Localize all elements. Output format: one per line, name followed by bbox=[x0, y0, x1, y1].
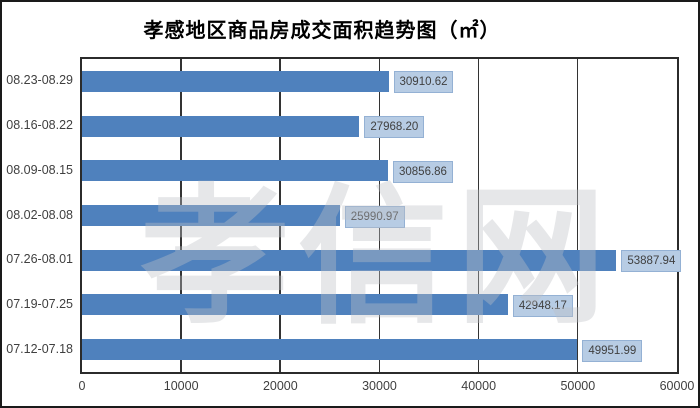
y-category-label: 08.23-08.29 bbox=[6, 73, 73, 88]
y-category-label: 08.16-08.22 bbox=[6, 118, 73, 133]
y-axis-category-labels: 08.23-08.29 08.16-08.22 08.09-08.15 08.02-0… bbox=[2, 57, 73, 374]
x-tick-label: 10000 bbox=[163, 379, 199, 393]
bar-value-label: 27968.20 bbox=[364, 116, 425, 139]
bar-value-label: 30910.62 bbox=[393, 71, 454, 94]
bar-value-label: 49951.99 bbox=[582, 339, 643, 362]
gridline bbox=[576, 59, 579, 372]
y-category-label: 07.19-07.25 bbox=[6, 296, 73, 311]
y-category-label: 07.12-07.18 bbox=[6, 341, 73, 356]
x-tick-label: 50000 bbox=[560, 379, 596, 393]
y-category-label: 08.09-08.15 bbox=[6, 162, 73, 177]
bar bbox=[82, 294, 508, 316]
bar bbox=[82, 339, 578, 361]
plot-area: 30910.62 27968.20 30856.86 25990.97 53887.94… bbox=[80, 57, 682, 374]
bar-value-label: 42948.17 bbox=[512, 294, 573, 317]
x-tick-label: 20000 bbox=[262, 379, 298, 393]
x-tick-label: 30000 bbox=[362, 379, 397, 393]
chart-title: 孝感地区商品房成交面积趋势图（㎡） bbox=[143, 20, 501, 42]
x-tick-label: 60000 bbox=[659, 379, 695, 393]
bar bbox=[82, 115, 360, 137]
bar bbox=[82, 205, 340, 226]
bar-value-label: 30856.86 bbox=[392, 160, 453, 183]
bar-value-label: 25990.97 bbox=[344, 205, 405, 228]
y-category-label: 08.02-08.08 bbox=[6, 207, 73, 222]
bar bbox=[82, 249, 617, 271]
bar-value-label: 53887.94 bbox=[621, 250, 682, 273]
gridline bbox=[477, 59, 480, 372]
bar bbox=[82, 70, 389, 92]
x-tick-label: 0 bbox=[78, 379, 86, 393]
x-axis-tick-labels: 0 10000 20000 30000 40000 50000 60000 bbox=[2, 379, 698, 399]
y-category-label: 07.26-08.01 bbox=[6, 252, 73, 267]
bar bbox=[82, 160, 388, 182]
x-tick-label: 40000 bbox=[461, 379, 497, 393]
